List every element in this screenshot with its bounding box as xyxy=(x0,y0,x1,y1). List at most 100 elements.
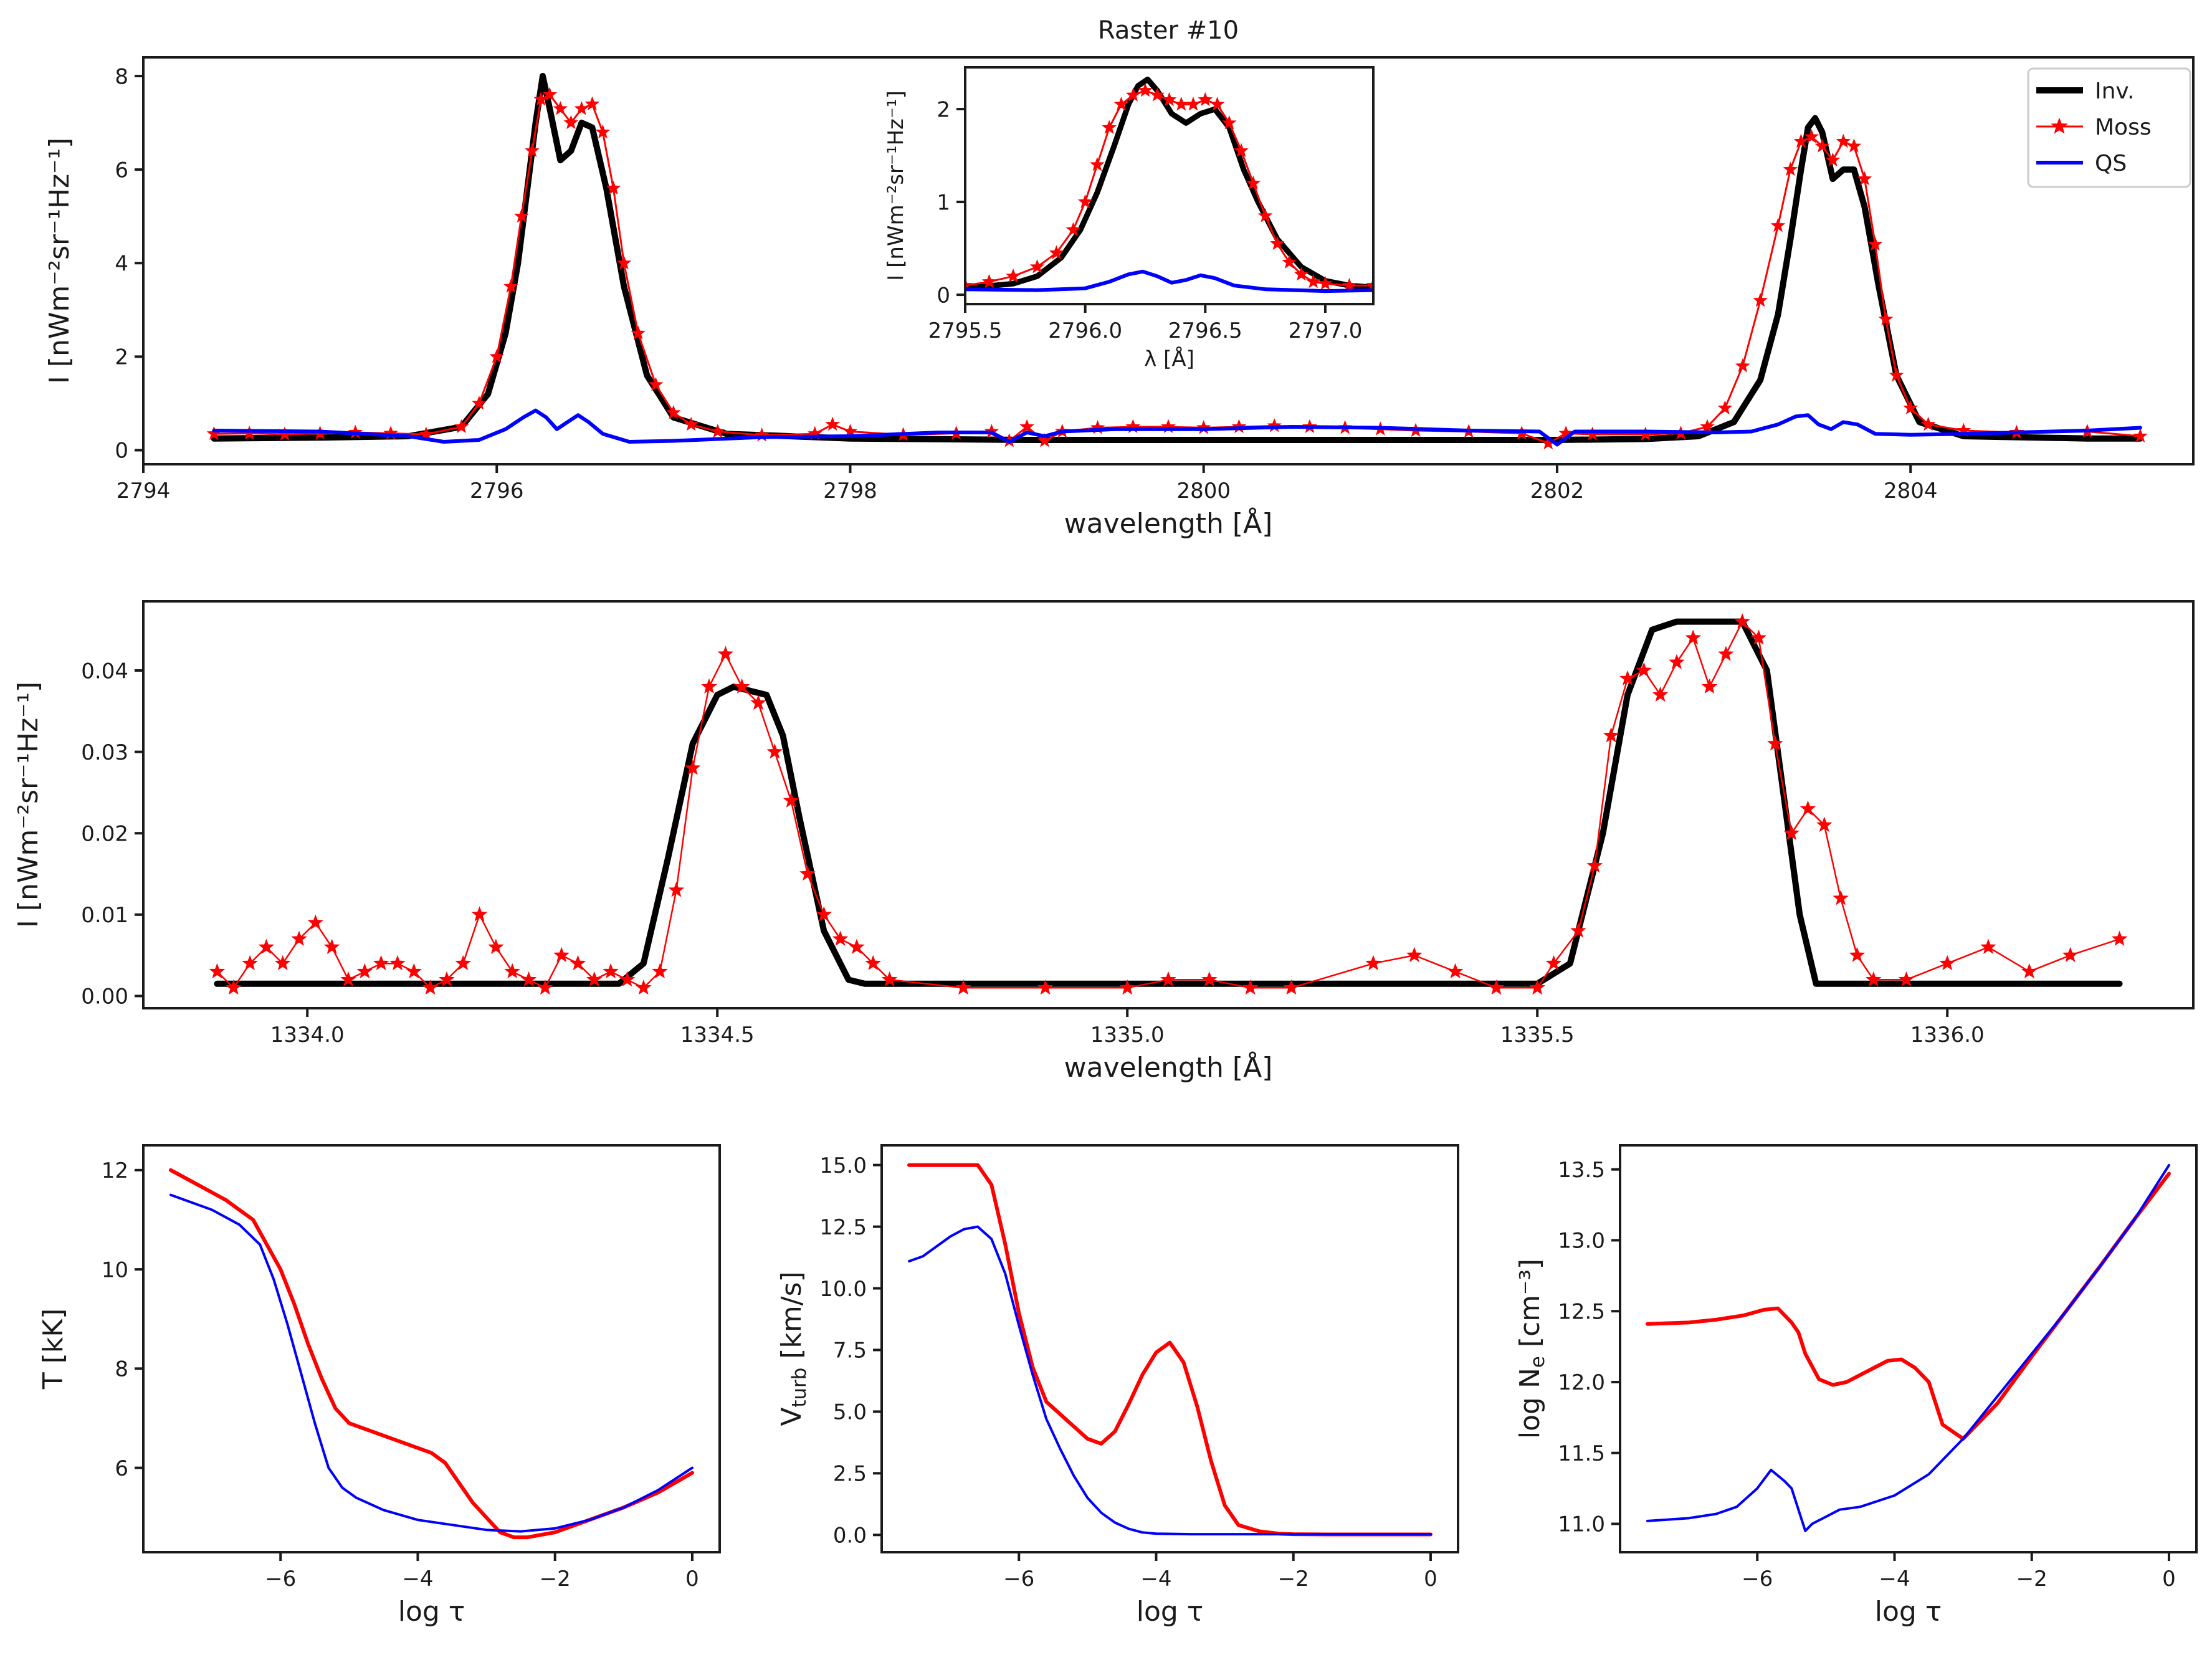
vturb-ytick-label-1: 2.5 xyxy=(833,1462,867,1487)
c-spectrum-ytick-label-3: 0.03 xyxy=(81,740,128,765)
mg-inset-moss-point-12 xyxy=(1150,87,1165,102)
c-spectrum-moss-point-42 xyxy=(955,979,971,995)
c-spectrum-moss-point-50 xyxy=(1406,947,1423,962)
mg-spectrum-ylabel: I [nWm⁻²sr⁻¹Hz⁻¹] xyxy=(44,138,75,384)
c-spectrum-moss-point-28 xyxy=(668,882,685,897)
ne-xtick-label-2: −2 xyxy=(2016,1567,2048,1591)
mg-spectrum-moss-point-21 xyxy=(616,255,632,270)
c-spectrum-moss-point-53 xyxy=(1529,979,1545,995)
mg-spectrum-moss-point-23 xyxy=(648,376,664,391)
mg-inset-moss-point-28 xyxy=(1366,277,1373,292)
c-spectrum-xtick-label-3: 1335.5 xyxy=(1500,1023,1575,1047)
c-spectrum-moss-point-46 xyxy=(1201,971,1218,987)
vturb-xtick-label-0: −6 xyxy=(1003,1567,1034,1591)
mg-spectrum-moss-point-13 xyxy=(533,92,548,106)
c-spectrum-moss-point-12 xyxy=(406,963,422,979)
c-spectrum-moss-point-24 xyxy=(603,963,619,979)
mg-spectrum-moss-point-26 xyxy=(710,424,725,438)
mg-spectrum-moss-point-67 xyxy=(1857,171,1872,186)
mg-inset-moss-point-1 xyxy=(981,274,997,289)
mg-spectrum-moss-point-18 xyxy=(584,96,600,111)
c-spectrum-xtick-label-4: 1336.0 xyxy=(1910,1023,1985,1047)
c-spectrum-moss-point-14 xyxy=(439,971,455,987)
c-spectrum-moss-point-31 xyxy=(717,646,734,661)
ne-series-group xyxy=(1646,1163,2171,1532)
mg-inset-moss-point-24 xyxy=(1294,266,1309,281)
vturb-xlabel: log τ xyxy=(1137,1596,1204,1628)
temperature-xtick-label-3: 0 xyxy=(685,1567,699,1591)
mg-spectrum-axes-frame xyxy=(142,56,2195,465)
mg-inset-ylabel: I [nWm⁻²sr⁻¹Hz⁻¹] xyxy=(884,90,908,281)
c-spectrum-xtick-label-0: 1334.0 xyxy=(270,1023,345,1047)
mg-spectrum-moss-point-71 xyxy=(1903,400,1919,414)
mg-inset-xtick-label-1: 2796.0 xyxy=(1048,318,1122,343)
c-spectrum-moss-point-29 xyxy=(684,760,701,775)
mg-spectrum-moss-point-17 xyxy=(574,101,589,115)
c-spectrum-moss-point-78 xyxy=(2062,947,2079,962)
c-spectrum-moss-point-45 xyxy=(1160,971,1176,987)
temperature-xlabel: log τ xyxy=(398,1596,465,1628)
temperature-series-qs-line xyxy=(169,1193,694,1533)
c-spectrum-moss-point-9 xyxy=(356,963,373,979)
mg-inset-moss-point-26 xyxy=(1318,275,1333,290)
c-spectrum-ylabel: I [nWm⁻²sr⁻¹Hz⁻¹] xyxy=(12,682,44,928)
vturb-ytick-label-6: 15.0 xyxy=(819,1153,867,1178)
c-spectrum-moss-point-37 xyxy=(816,906,832,922)
c-spectrum-moss-point-23 xyxy=(586,971,603,987)
vturb-xtick-label-3: 0 xyxy=(1424,1567,1437,1591)
c-spectrum-moss-point-7 xyxy=(323,938,340,954)
c-spectrum-xlabel: wavelength [Å] xyxy=(1064,1051,1273,1084)
c-spectrum-moss-point-61 xyxy=(1669,654,1685,669)
mg-spectrum-moss-point-57 xyxy=(1735,358,1750,373)
mg-inset-moss-point-18 xyxy=(1222,115,1237,130)
mg-inset-moss-point-5 xyxy=(1065,222,1081,236)
mg-inset-moss-point-23 xyxy=(1282,254,1297,269)
ne-ytick-label-5: 13.5 xyxy=(1558,1158,1605,1183)
mg-inset-moss-point-10 xyxy=(1125,87,1141,102)
c-spectrum-moss-point-22 xyxy=(570,955,586,971)
mg-spectrum-moss-point-63 xyxy=(1814,138,1830,153)
legend-moss-marker xyxy=(2051,117,2068,134)
c-spectrum-moss-point-39 xyxy=(849,938,865,954)
c-spectrum-moss-point-52 xyxy=(1488,979,1505,995)
legend-moss-label: Moss xyxy=(2095,115,2152,140)
mg-spectrum-xtick-label-0: 2794 xyxy=(117,479,171,503)
mg-inset-moss-point-17 xyxy=(1209,97,1225,111)
c-spectrum-moss-point-68 xyxy=(1783,824,1800,841)
c-spectrum-moss-point-34 xyxy=(766,743,783,759)
temperature-ylabel: T [kK] xyxy=(37,1309,69,1390)
c-spectrum-moss-point-60 xyxy=(1652,686,1669,702)
mg-spectrum-moss-point-61 xyxy=(1793,133,1809,148)
mg-spectrum-moss-point-20 xyxy=(606,180,621,195)
c-spectrum-moss-point-38 xyxy=(832,930,849,946)
mg-inset-moss-point-7 xyxy=(1090,157,1105,171)
c-spectrum-moss-point-43 xyxy=(1037,979,1054,995)
mg-inset-moss-point-11 xyxy=(1138,82,1153,97)
mg-inset-panel: 2795.5 2796.0 2796.5 2797.0 0 1 2 λ [Å] I [nWm⁻²… xyxy=(884,66,1375,372)
mg-inset-moss-point-22 xyxy=(1270,236,1285,250)
c-spectrum-moss-point-77 xyxy=(2021,963,2038,979)
mg-inset-ytick-label-1: 1 xyxy=(937,190,950,215)
temperature-series-group xyxy=(169,1168,694,1540)
mg-spectrum-ytick-label-2: 4 xyxy=(115,251,128,276)
c-spectrum-xtick-label-2: 1335.0 xyxy=(1090,1023,1165,1047)
mg-spectrum-moss-point-72 xyxy=(1920,416,1936,431)
c-spectrum-moss-point-21 xyxy=(553,947,570,962)
mg-spectrum-xlabel: wavelength [Å] xyxy=(1064,507,1273,540)
ne-ytick-label-4: 13.0 xyxy=(1558,1229,1605,1254)
mg-spectrum-moss-point-69 xyxy=(1878,311,1894,326)
ne-axes-frame xyxy=(1619,1144,2198,1553)
c-spectrum-moss-point-47 xyxy=(1242,979,1259,995)
mg-spectrum-moss-point-58 xyxy=(1753,292,1768,307)
c-spectrum-moss-point-57 xyxy=(1603,727,1619,743)
mg-spectrum-xtick-label-2: 2798 xyxy=(823,479,877,503)
vturb-series-qs-line xyxy=(908,1225,1432,1536)
ne-ylabel: log Ne [cm⁻³] xyxy=(1514,1259,1549,1439)
mg-spectrum-moss-point-7 xyxy=(454,419,469,434)
ne-xtick-label-3: 0 xyxy=(2162,1567,2176,1591)
vturb-panel: −6 −4 −2 0 0.0 2.5 5.0 7.5 10.0 12.5 15.0 log τ Vtur… xyxy=(776,1144,1459,1628)
mg-spectrum-moss-point-65 xyxy=(1836,133,1851,148)
mg-inset-xlabel: λ [Å] xyxy=(1144,346,1194,372)
mg-inset-moss-point-21 xyxy=(1257,208,1273,222)
c-spectrum-moss-point-25 xyxy=(619,971,636,987)
